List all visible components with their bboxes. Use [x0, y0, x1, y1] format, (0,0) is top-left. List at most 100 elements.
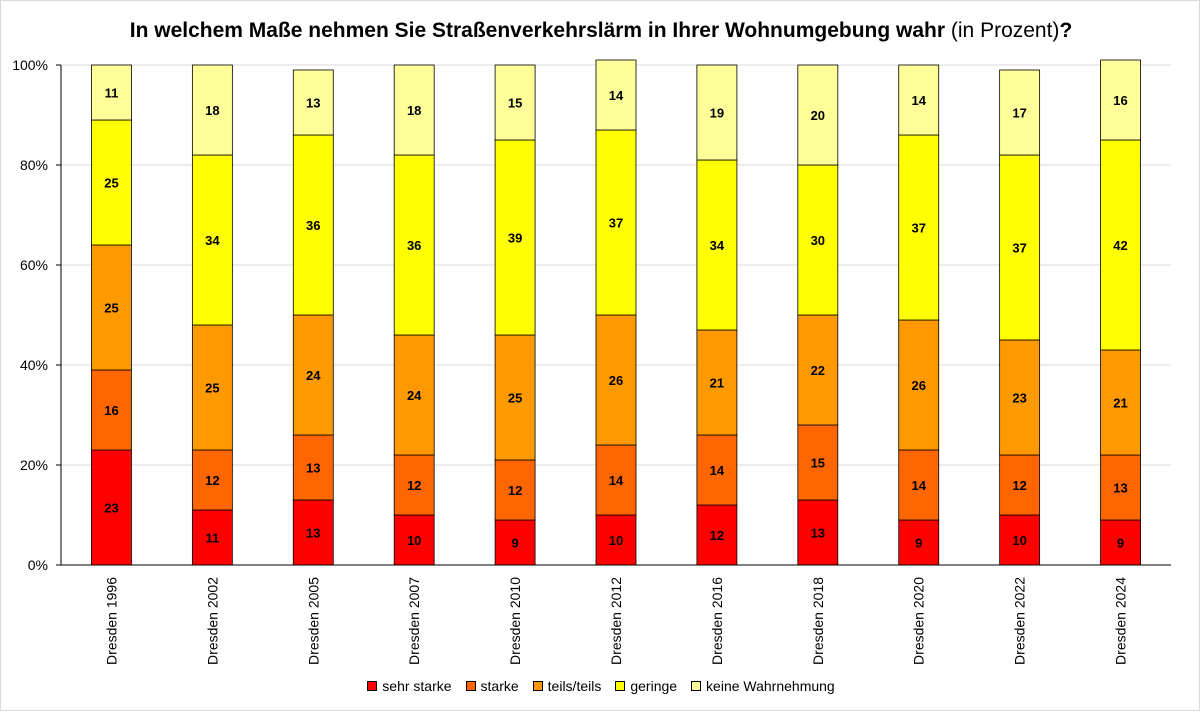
data-label: 34: [205, 233, 220, 248]
data-label: 9: [1117, 536, 1124, 551]
x-tick-label: Dresden 2010: [507, 577, 523, 665]
data-label: 13: [306, 526, 320, 541]
data-label: 20: [811, 108, 825, 123]
legend-swatch: [532, 681, 543, 691]
bar-segment: [393, 454, 435, 516]
data-label: 22: [811, 363, 825, 378]
bar-segment: [595, 59, 637, 131]
data-label: 26: [911, 378, 925, 393]
data-label: 17: [1012, 106, 1026, 121]
data-label: 13: [1113, 481, 1127, 496]
x-tick-label: Dresden 2007: [406, 577, 422, 665]
bar-segment: [292, 434, 334, 501]
legend: sehr starke starke teils/teils geringe keine…: [1, 678, 1200, 694]
legend-label: geringe: [630, 678, 678, 694]
bar-segment: [797, 499, 839, 566]
bar-segment: [999, 154, 1041, 341]
data-label: 37: [1012, 241, 1026, 256]
y-tick-label: 80%: [20, 157, 48, 173]
data-label: 15: [508, 96, 522, 111]
bar-segment: [696, 504, 738, 566]
data-label: 42: [1113, 238, 1127, 253]
bar-segment: [191, 64, 233, 156]
data-label: 21: [710, 376, 724, 391]
bar-segment: [999, 69, 1041, 156]
data-label: 9: [915, 536, 922, 551]
bar-segment: [595, 314, 637, 446]
legend-item: teils/teils: [532, 678, 601, 694]
bar-segment: [393, 514, 435, 566]
x-tick-label: Dresden 2016: [709, 577, 725, 665]
legend-item: sehr starke: [367, 678, 452, 694]
data-label: 24: [306, 368, 321, 383]
data-label: 9: [511, 536, 518, 551]
legend-item: starke: [465, 678, 519, 694]
legend-swatch: [615, 681, 626, 691]
chart-title-end: ?: [1059, 19, 1073, 42]
data-label: 16: [1113, 93, 1127, 108]
legend-item: geringe: [615, 678, 677, 694]
bar-segment: [999, 454, 1041, 516]
x-tick-label: Dresden 2024: [1113, 577, 1129, 665]
data-label: 15: [811, 456, 825, 471]
x-tick-label: Dresden 2020: [911, 577, 927, 665]
bar-segment: [292, 499, 334, 566]
data-label: 24: [407, 388, 422, 403]
bar-segment: [1100, 59, 1141, 141]
legend-label: starke: [480, 678, 519, 694]
bar-segment: [797, 164, 839, 316]
bar-segment: [898, 134, 940, 321]
data-label: 13: [306, 96, 320, 111]
bar-segment: [1100, 454, 1141, 521]
bar-segment: [797, 424, 839, 501]
x-tick-label: Dresden 2002: [204, 577, 220, 665]
chart-title-unit: (in Prozent): [950, 19, 1060, 42]
bar-segment: [91, 64, 132, 121]
data-label: 13: [306, 461, 320, 476]
data-label: 25: [508, 391, 522, 406]
bar-segment: [191, 509, 233, 566]
data-label: 12: [205, 473, 219, 488]
bar-segment: [494, 519, 536, 566]
data-label: 23: [104, 501, 118, 516]
bar-segment: [393, 64, 435, 156]
y-tick-label: 20%: [20, 457, 48, 473]
data-label: 10: [609, 533, 623, 548]
data-label: 14: [609, 88, 624, 103]
data-label: 12: [407, 478, 421, 493]
bar-segment: [292, 69, 334, 136]
bar-segment: [292, 314, 334, 436]
data-label: 37: [609, 216, 623, 231]
legend-swatch: [691, 681, 702, 691]
data-label: 36: [407, 238, 421, 253]
legend-label: sehr starke: [382, 678, 452, 694]
bar-segment: [898, 319, 940, 451]
bar-segment: [91, 119, 132, 246]
data-label: 14: [710, 463, 725, 478]
data-label: 23: [1012, 391, 1026, 406]
bar-segment: [999, 339, 1041, 456]
data-label: 25: [104, 301, 118, 316]
data-label: 19: [710, 106, 724, 121]
data-label: 21: [1113, 396, 1127, 411]
bar-segment: [595, 129, 637, 316]
bar-segment: [696, 434, 738, 506]
bar-segment: [797, 64, 839, 166]
legend-swatch: [465, 681, 476, 691]
bar-segment: [696, 64, 738, 161]
x-tick-label: Dresden 2022: [1012, 577, 1028, 665]
bar-segment: [494, 334, 536, 461]
data-label: 10: [407, 533, 421, 548]
x-tick-label: Dresden 1996: [103, 577, 119, 665]
bar-segment: [595, 514, 637, 566]
data-label: 14: [911, 478, 926, 493]
bar-segment: [191, 324, 233, 451]
data-label: 25: [205, 381, 219, 396]
data-label: 11: [105, 86, 119, 101]
bar-segment: [898, 64, 940, 136]
data-label: 10: [1012, 533, 1026, 548]
legend-item: keine Wahrnehmung: [691, 678, 835, 694]
bar-segment: [191, 154, 233, 326]
